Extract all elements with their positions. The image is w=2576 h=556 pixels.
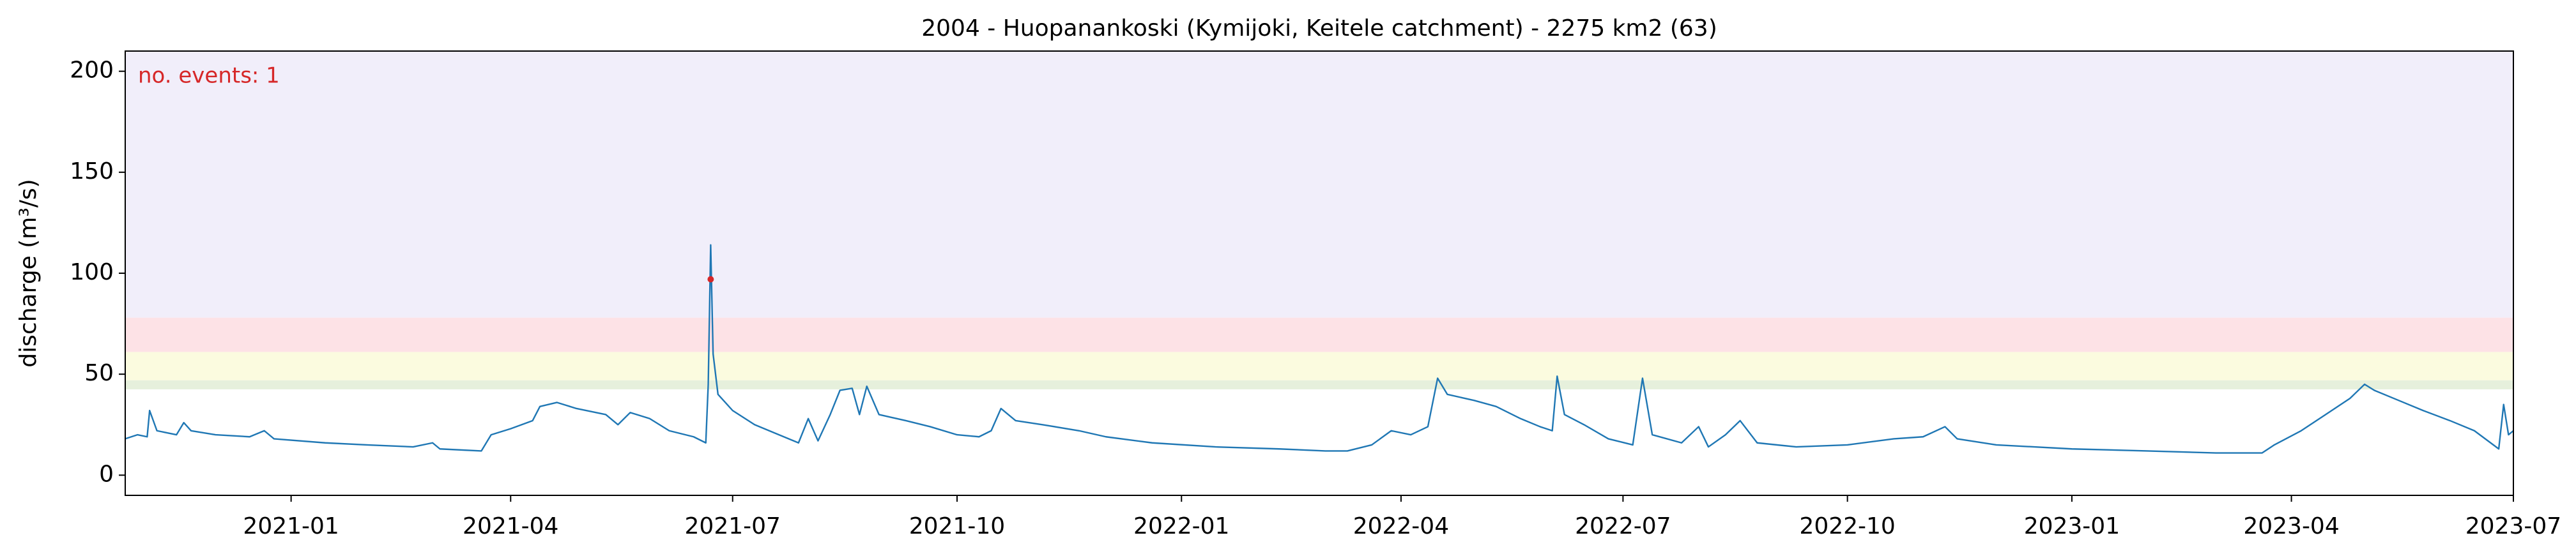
x-tick-label: 2022-10 (1799, 513, 1895, 539)
y-tick-label: 100 (70, 259, 114, 285)
x-tick-label: 2023-01 (2024, 513, 2120, 539)
x-tick-label: 2022-01 (1133, 513, 1229, 539)
y-tick-label: 50 (84, 360, 114, 386)
y-tick-label: 0 (99, 461, 114, 487)
plot-frame (125, 50, 2514, 496)
x-tick-label: 2021-07 (685, 513, 781, 539)
x-tick-label: 2021-10 (909, 513, 1005, 539)
event-point (707, 276, 714, 283)
x-tick-label: 2023-04 (2243, 513, 2339, 539)
threshold-band (125, 317, 2513, 352)
x-tick-label: 2021-01 (243, 513, 339, 539)
x-tick-label: 2023-07 (2465, 513, 2561, 539)
annotation: no. events: 1 (138, 63, 280, 89)
x-tick-label: 2021-04 (463, 513, 558, 539)
threshold-band (125, 352, 2513, 380)
y-axis-label: discharge (m³/s) (15, 179, 42, 367)
discharge-line (125, 244, 2514, 454)
x-tick-label: 2022-04 (1353, 513, 1449, 539)
y-tick-label: 200 (70, 57, 114, 84)
y-tick-label: 150 (70, 158, 114, 184)
chart-title: 2004 - Huopanankoski (Kymijoki, Keitele … (921, 15, 1717, 41)
x-tick-label: 2022-07 (1575, 513, 1671, 539)
threshold-band (125, 51, 2513, 318)
threshold-band (125, 380, 2513, 389)
